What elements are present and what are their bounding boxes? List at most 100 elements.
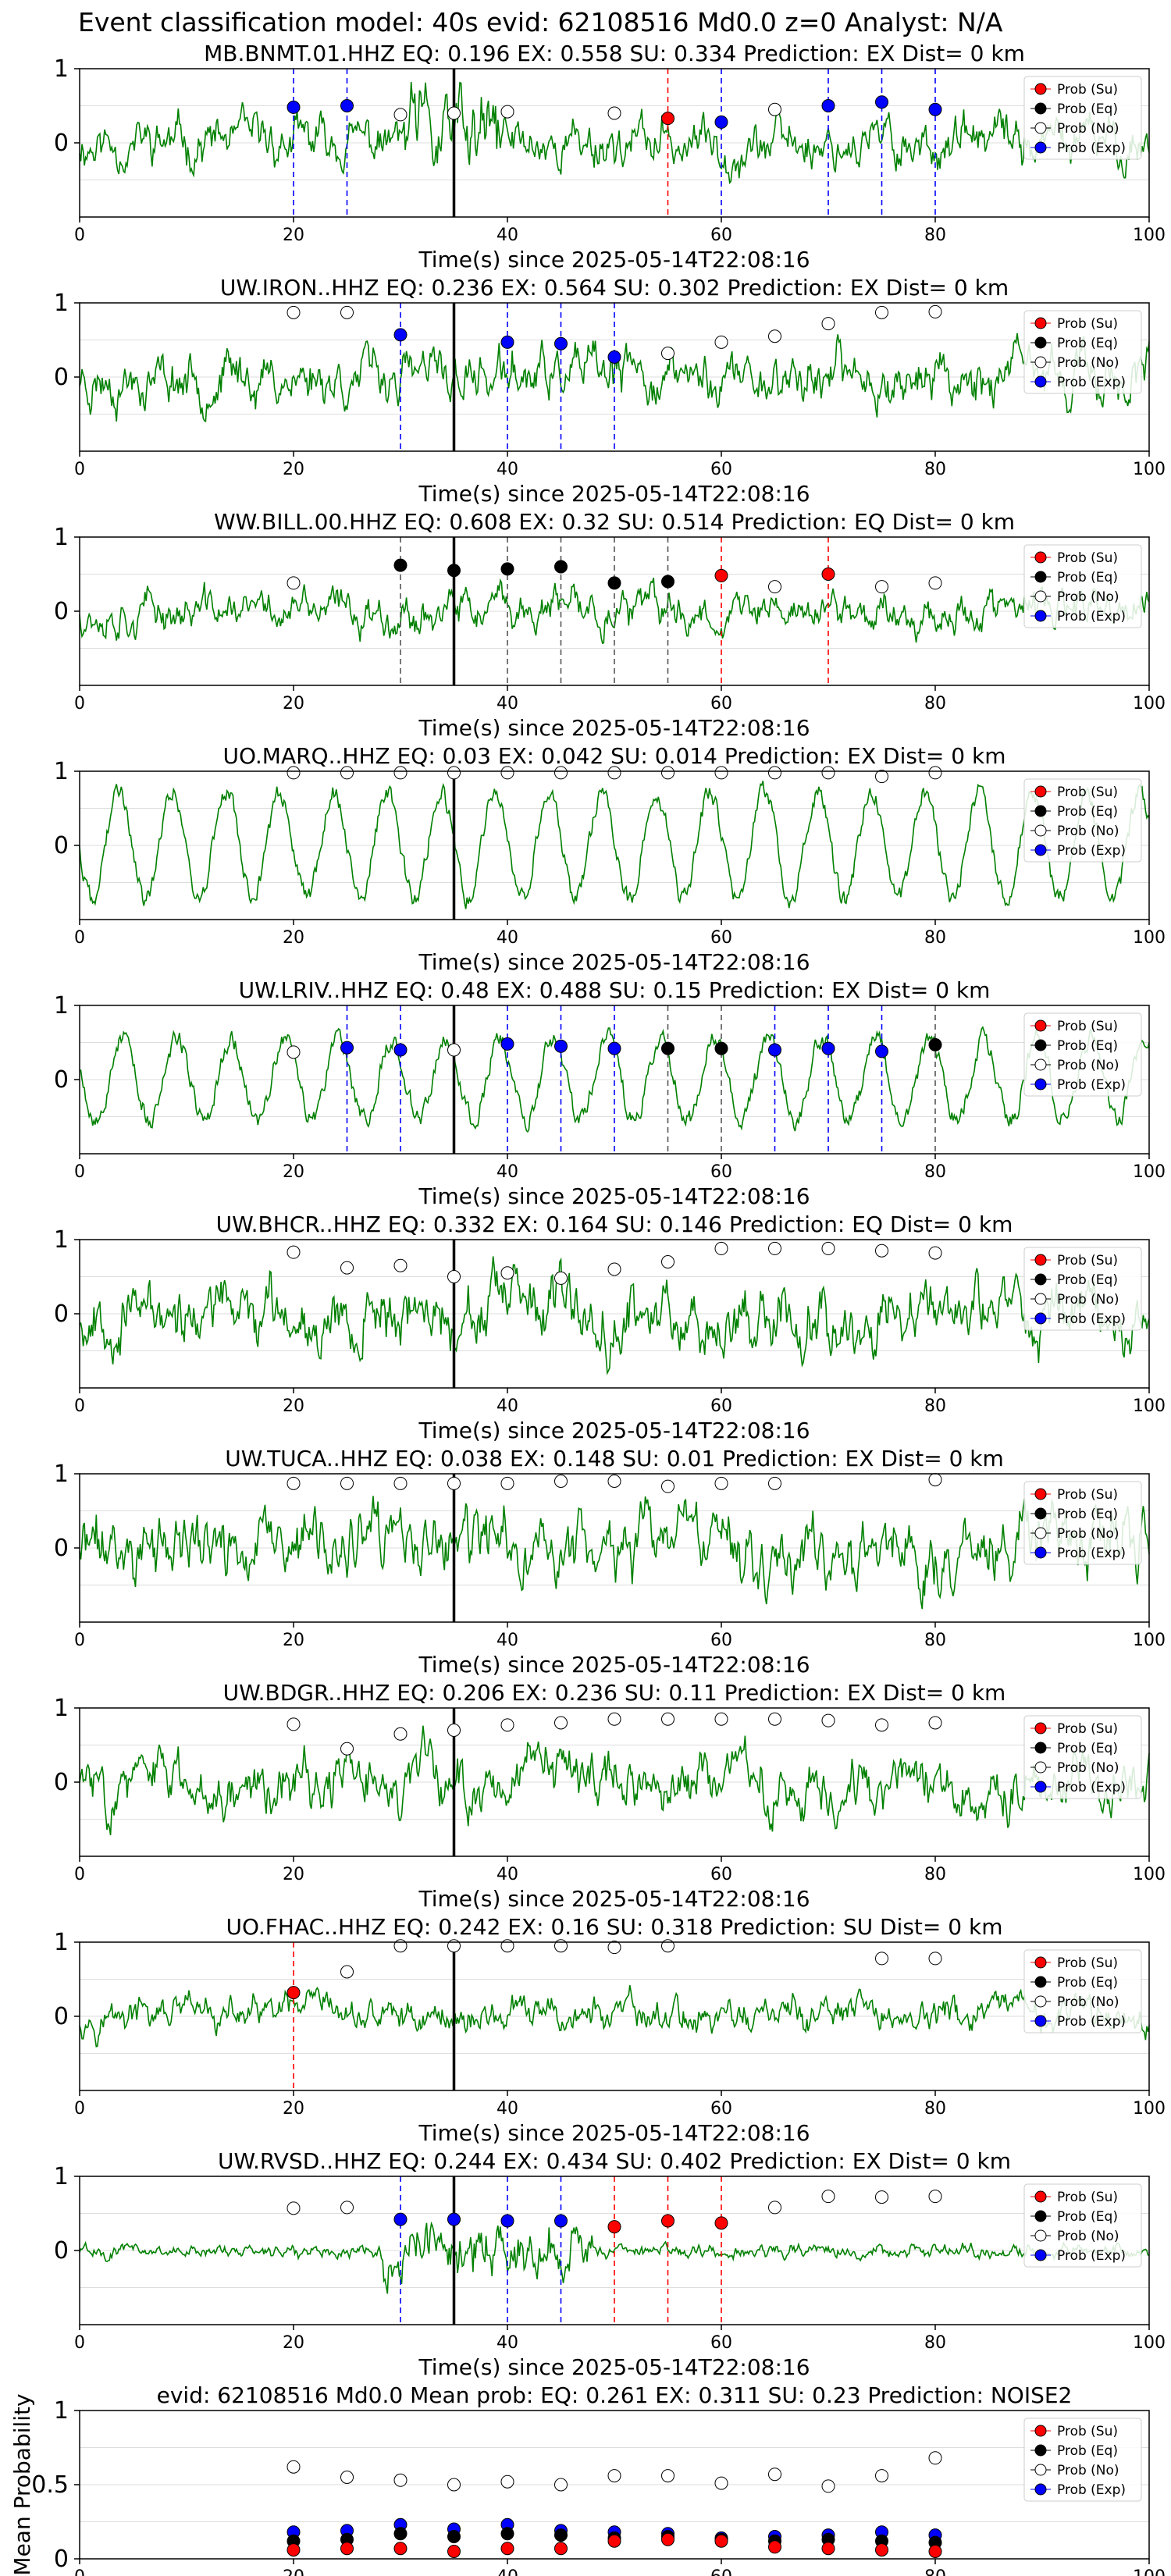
legend-marker	[1034, 1995, 1047, 2008]
legend-marker	[1034, 2425, 1047, 2437]
prob-point-no	[661, 766, 674, 780]
legend: Prob (Su) Prob (Eq) Prob (No) Prob (Exp)	[1023, 1247, 1142, 1331]
x-tick-label: 60	[710, 2333, 732, 2353]
legend-label: Prob (Exp)	[1057, 2014, 1126, 2030]
x-tick-label: 20	[283, 2333, 304, 2353]
legend-box	[1023, 76, 1142, 160]
legend: Prob (Su) Prob (Eq) Prob (No) Prob (Exp)	[1023, 2183, 1142, 2268]
prob-point-no	[607, 1941, 621, 1955]
x-tick-label: 100	[1133, 2567, 1166, 2576]
x-tick-label: 20	[283, 226, 304, 245]
legend-marker	[1034, 1527, 1047, 1539]
x-tick-label: 40	[497, 1865, 518, 1884]
legend-marker	[1034, 336, 1047, 349]
prob-point-exp	[821, 99, 835, 112]
x-tick-label: 100	[1133, 694, 1166, 713]
mean-point-no	[821, 2479, 835, 2493]
y-tick-label: 1	[54, 1929, 69, 1956]
x-axis-label: Time(s) since 2025-05-14T22:08:16	[418, 949, 810, 975]
legend-marker	[1034, 785, 1047, 798]
legend-box	[1023, 1949, 1142, 2033]
x-tick-label: 80	[924, 226, 946, 245]
prob-point-no	[928, 1246, 942, 1260]
mean-point-su	[287, 2543, 301, 2557]
x-tick-label: 80	[924, 2099, 946, 2119]
x-axis-label: Time(s) since 2025-05-14T22:08:16	[418, 1418, 810, 1443]
prob-point-su	[661, 112, 674, 126]
prob-point-no	[393, 108, 408, 122]
legend-label: Prob (Exp)	[1057, 609, 1126, 624]
panel-title: evid: 62108516 Md0.0 Mean prob: EQ: 0.26…	[157, 2382, 1073, 2408]
prob-point-no	[661, 1479, 674, 1493]
legend-label: Prob (No)	[1057, 355, 1119, 371]
prob-point-no	[554, 1939, 568, 1953]
y-tick-label: 0	[54, 1300, 69, 1328]
legend-label: Prob (Eq)	[1057, 1507, 1118, 1522]
legend-label: Prob (No)	[1057, 1058, 1119, 1073]
prob-point-no	[607, 1262, 621, 1276]
legend: Prob (Su) Prob (Eq) Prob (No) Prob (Exp)	[1023, 1481, 1142, 1565]
mean-point-no	[768, 2467, 781, 2482]
panel-title: UW.IRON..HHZ EQ: 0.236 EX: 0.564 SU: 0.3…	[220, 275, 1009, 301]
legend-marker	[1034, 1722, 1047, 1735]
legend-marker	[1034, 102, 1047, 115]
mean-point-su	[661, 2532, 674, 2546]
x-tick-label: 80	[924, 928, 946, 948]
legend-marker	[1034, 2229, 1047, 2242]
panel-title: WW.BILL.00.HHZ EQ: 0.608 EX: 0.32 SU: 0.…	[214, 509, 1015, 535]
prob-point-no	[875, 1718, 888, 1732]
x-axis-label: Time(s) since 2025-05-14T22:08:16	[418, 2354, 810, 2380]
panel-bhcr: UW.BHCR..HHZ EQ: 0.332 EX: 0.164 SU: 0.1…	[54, 1212, 1166, 1443]
panel-lriv: UW.LRIV..HHZ EQ: 0.48 EX: 0.488 SU: 0.15…	[54, 977, 1166, 1209]
prob-point-no	[875, 1952, 888, 1966]
prob-point-no	[821, 766, 835, 780]
x-tick-label: 40	[497, 460, 518, 479]
prob-point-no	[393, 1258, 408, 1272]
prob-point-no	[768, 329, 781, 343]
x-tick-label: 100	[1133, 2333, 1166, 2353]
panel-bill: WW.BILL.00.HHZ EQ: 0.608 EX: 0.32 SU: 0.…	[54, 509, 1166, 741]
legend-label: Prob (Su)	[1057, 316, 1118, 332]
mean-point-su	[928, 2545, 942, 2558]
legend-label: Prob (Su)	[1057, 1487, 1118, 1503]
prob-point-no	[340, 1742, 354, 1756]
panel-iron: UW.IRON..HHZ EQ: 0.236 EX: 0.564 SU: 0.3…	[54, 275, 1166, 507]
y-tick-label: 0	[54, 1535, 69, 1562]
prob-point-exp	[875, 1044, 888, 1059]
x-tick-label: 20	[283, 1397, 304, 1416]
prob-point-exp	[500, 2214, 514, 2228]
legend-marker	[1034, 2444, 1047, 2457]
y-tick-label: 1	[54, 524, 69, 551]
legend-label: Prob (Eq)	[1057, 570, 1118, 585]
prob-point-no	[340, 1965, 354, 1979]
legend-marker	[1034, 2249, 1047, 2261]
x-tick-label: 60	[710, 2567, 732, 2576]
mean-point-su	[393, 2542, 408, 2556]
panel-tuca: UW.TUCA..HHZ EQ: 0.038 EX: 0.148 SU: 0.0…	[54, 1446, 1166, 1678]
prob-point-exp	[928, 102, 942, 116]
y-tick-label: 0	[54, 364, 69, 391]
panel-bdgr: UW.BDGR..HHZ EQ: 0.206 EX: 0.236 SU: 0.1…	[54, 1680, 1166, 1912]
x-tick-label: 60	[710, 1162, 732, 1182]
mean-point-su	[875, 2543, 888, 2557]
x-tick-label: 60	[710, 460, 732, 479]
prob-point-no	[714, 1712, 728, 1726]
x-tick-label: 0	[74, 2099, 85, 2119]
prob-point-no	[393, 766, 408, 780]
x-tick-label: 80	[924, 1397, 946, 1416]
prob-point-no	[500, 1718, 514, 1732]
waveform-trace	[79, 1496, 1150, 1610]
mean-point-no	[607, 2469, 621, 2483]
prob-point-no	[607, 1712, 621, 1726]
prob-point-exp	[393, 1043, 408, 1057]
mean-point-no	[500, 2475, 514, 2489]
mean-point-eq	[447, 2530, 461, 2543]
prob-point-exp	[607, 350, 621, 364]
x-tick-label: 60	[710, 694, 732, 713]
prob-point-exp	[875, 95, 888, 109]
prob-point-exp	[287, 100, 301, 114]
prob-point-no	[928, 1716, 942, 1730]
mean-point-su	[768, 2540, 781, 2554]
legend-box	[1023, 544, 1142, 628]
prob-point-exp	[340, 1041, 354, 1055]
